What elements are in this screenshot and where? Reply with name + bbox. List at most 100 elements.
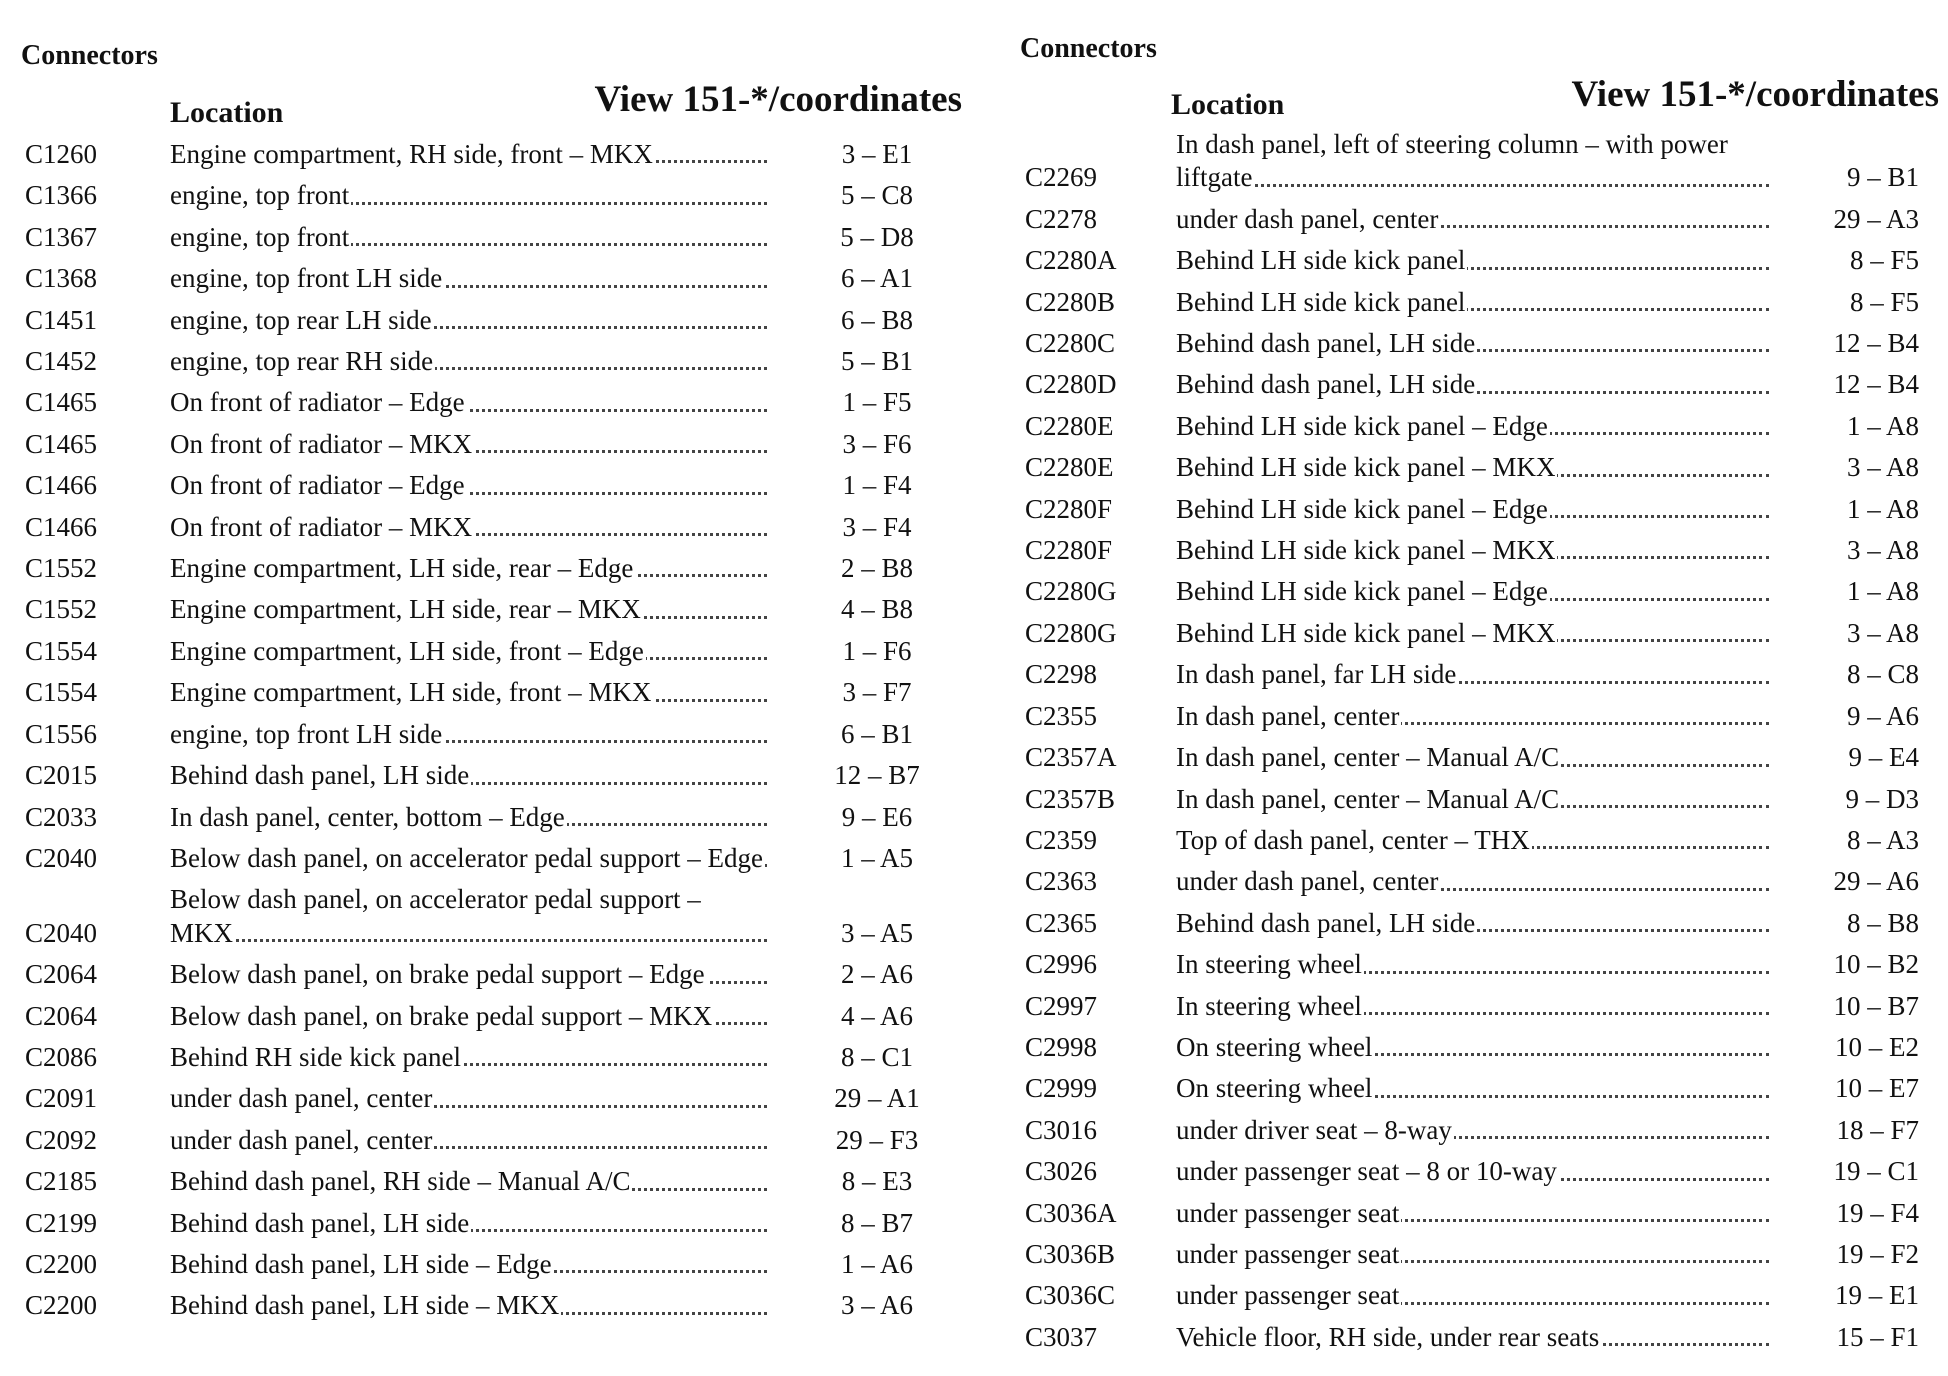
connector-id: C3026 bbox=[1025, 1156, 1098, 1187]
connector-id: C1466 bbox=[25, 470, 98, 501]
connector-row: C1556 engine, top front LH side 6 – B1 bbox=[25, 714, 987, 755]
column-header: View 151-*/coordinates bbox=[594, 79, 962, 120]
connector-id: C2365 bbox=[1025, 907, 1098, 938]
view-coordinates: 3 – F7 bbox=[842, 677, 912, 708]
location-text: Behind dash panel, RH side – Manual A/C bbox=[170, 1166, 633, 1197]
location: under passenger seat bbox=[1176, 1238, 1769, 1271]
view-coordinates: 29 – F3 bbox=[835, 1124, 919, 1155]
location: Behind dash panel, RH side – Manual A/C bbox=[170, 1165, 767, 1198]
view-coordinates: 4 – B8 bbox=[840, 594, 913, 625]
location-text: Engine compartment, LH side, front – MKX bbox=[170, 677, 654, 708]
connector-id: C3036A bbox=[1025, 1197, 1117, 1228]
column-header: Location bbox=[1171, 88, 1285, 121]
view-coordinates: 10 – E7 bbox=[1835, 1073, 1919, 1104]
connector-id: C2357B bbox=[1025, 783, 1116, 814]
connector-row: C2280E Behind LH side kick panel – MKX 3 –… bbox=[1025, 447, 1919, 488]
location-text: On front of radiator – MKX bbox=[170, 511, 475, 542]
location: Behind LH side kick panel – Edge bbox=[1176, 410, 1769, 443]
connector-row: C2998 On steering wheel 10 – E2 bbox=[1025, 1027, 1919, 1068]
location: In dash panel, center, bottom – Edge bbox=[170, 801, 767, 834]
location: Behind LH side kick panel bbox=[1176, 244, 1769, 277]
connector-id: C2298 bbox=[1025, 659, 1098, 690]
view-coordinates: 9 – B1 bbox=[1846, 162, 1919, 193]
connector-row: C3036A under passenger seat 19 – F4 bbox=[1025, 1193, 1919, 1234]
connector-id: C1554 bbox=[25, 677, 98, 708]
connector-row: C2092 under dash panel, center 29 – F3 bbox=[25, 1120, 987, 1161]
connector-id: C1452 bbox=[25, 346, 98, 377]
connector-row: C2280B Behind LH side kick panel 8 – F5 bbox=[1025, 282, 1919, 323]
view-coordinates: 3 – A5 bbox=[840, 917, 913, 948]
view-coordinates: 2 – A6 bbox=[840, 959, 913, 990]
location-text: In dash panel, center – Manual A/C bbox=[1176, 742, 1562, 773]
connector-id: C2280C bbox=[1025, 328, 1116, 359]
view-coordinates: 5 – C8 bbox=[840, 180, 913, 211]
connector-id: C1465 bbox=[25, 387, 98, 418]
view-coordinates: 3 – F6 bbox=[842, 428, 912, 459]
connector-row: C1465 On front of radiator – Edge 1 – F5 bbox=[25, 382, 987, 423]
connector-row: C2997 In steering wheel 10 – B7 bbox=[1025, 986, 1919, 1027]
location-text: Behind dash panel, LH side – Edge bbox=[170, 1248, 554, 1279]
view-coordinates: 4 – A6 bbox=[840, 1000, 913, 1031]
view-coordinates: 6 – A1 bbox=[840, 263, 913, 294]
view-coordinates: 9 – E6 bbox=[841, 801, 913, 832]
view-coordinates: 5 – B1 bbox=[840, 346, 913, 377]
connector-id: C2280F bbox=[1025, 493, 1113, 524]
connector-row: C2200 Behind dash panel, LH side – MKX 3 –… bbox=[25, 1285, 987, 1326]
location-text: Below dash panel, on accelerator pedal s… bbox=[170, 842, 766, 873]
location: engine, top rear RH side bbox=[170, 345, 767, 378]
location: In dash panel, center bbox=[1176, 700, 1769, 733]
connector-id: C2200 bbox=[25, 1290, 98, 1321]
connector-row: C2280G Behind LH side kick panel – MKX 3 –… bbox=[1025, 613, 1919, 654]
location-text: In dash panel, far LH side bbox=[1176, 659, 1459, 690]
connector-id: C2363 bbox=[1025, 866, 1098, 897]
location-text: In dash panel, center bbox=[1176, 700, 1402, 731]
connector-list: C1260 Engine compartment, RH side, front … bbox=[25, 134, 987, 1327]
location-text: On front of radiator – Edge bbox=[170, 470, 467, 501]
location-text: Engine compartment, LH side, rear – MKX bbox=[170, 594, 643, 625]
location-text: Behind LH side kick panel – Edge bbox=[1176, 410, 1550, 441]
connector-id: C2033 bbox=[25, 801, 98, 832]
location-text: under dash panel, center bbox=[1176, 866, 1441, 897]
view-coordinates: 8 – C8 bbox=[1846, 659, 1919, 690]
location-text: In steering wheel bbox=[1176, 990, 1364, 1021]
view-coordinates: 10 – B2 bbox=[1833, 949, 1919, 980]
view-coordinates: 10 – B7 bbox=[1833, 990, 1919, 1021]
connector-row: C2357A In dash panel, center – Manual A/C… bbox=[1025, 737, 1919, 778]
column-header: View 151-*/coordinates bbox=[1571, 74, 1939, 115]
location: Behind LH side kick panel – MKX bbox=[1176, 451, 1769, 484]
view-coordinates: 6 – B8 bbox=[840, 304, 913, 335]
location: On front of radiator – MKX bbox=[170, 428, 767, 461]
connector-row: C2040 Below dash panel, on accelerator pe… bbox=[25, 879, 987, 954]
connector-id: C1466 bbox=[25, 511, 98, 542]
view-coordinates: 1 – F6 bbox=[842, 635, 912, 666]
location: under passenger seat bbox=[1176, 1197, 1769, 1230]
connector-row: C2355 In dash panel, center 9 – A6 bbox=[1025, 696, 1919, 737]
location-text: Engine compartment, LH side, front – Edg… bbox=[170, 635, 646, 666]
location-text: under dash panel, center bbox=[170, 1124, 435, 1155]
connector-row: C1367 engine, top front 5 – D8 bbox=[25, 217, 987, 258]
connector-row: C2996 In steering wheel 10 – B2 bbox=[1025, 944, 1919, 985]
connector-row: C2359 Top of dash panel, center – THX 8 – … bbox=[1025, 820, 1919, 861]
location: On front of radiator – Edge bbox=[170, 469, 767, 502]
location-text: Vehicle floor, RH side, under rear seats bbox=[1176, 1321, 1602, 1352]
connector-row: C2280F Behind LH side kick panel – Edge 1 … bbox=[1025, 489, 1919, 530]
location-text: engine, top front bbox=[170, 180, 352, 211]
location: Behind LH side kick panel – MKX bbox=[1176, 534, 1769, 567]
location-text: Behind dash panel, LH side bbox=[1176, 328, 1478, 359]
location-text: engine, top front LH side bbox=[170, 718, 445, 749]
view-coordinates: 8 – C1 bbox=[840, 1041, 913, 1072]
section-heading: Connectors bbox=[1020, 33, 1157, 64]
view-coordinates: 3 – A8 bbox=[1846, 452, 1919, 483]
location: In dash panel, left of steering column –… bbox=[1176, 128, 1769, 195]
connector-row: C2185 Behind dash panel, RH side – Manual… bbox=[25, 1161, 987, 1202]
connector-id: C2357A bbox=[1025, 742, 1117, 773]
location-text: Behind LH side kick panel bbox=[1176, 286, 1468, 317]
view-coordinates: 29 – A1 bbox=[834, 1083, 920, 1114]
connector-row: C2064 Below dash panel, on brake pedal su… bbox=[25, 954, 987, 995]
location-text: under dash panel, center bbox=[1176, 203, 1441, 234]
location-text: Top of dash panel, center – THX bbox=[1176, 824, 1532, 855]
view-coordinates: 6 – B1 bbox=[840, 718, 913, 749]
connector-id: C1366 bbox=[25, 180, 98, 211]
location: engine, top front bbox=[170, 179, 767, 212]
location-text: Behind LH side kick panel – MKX bbox=[1176, 535, 1558, 566]
